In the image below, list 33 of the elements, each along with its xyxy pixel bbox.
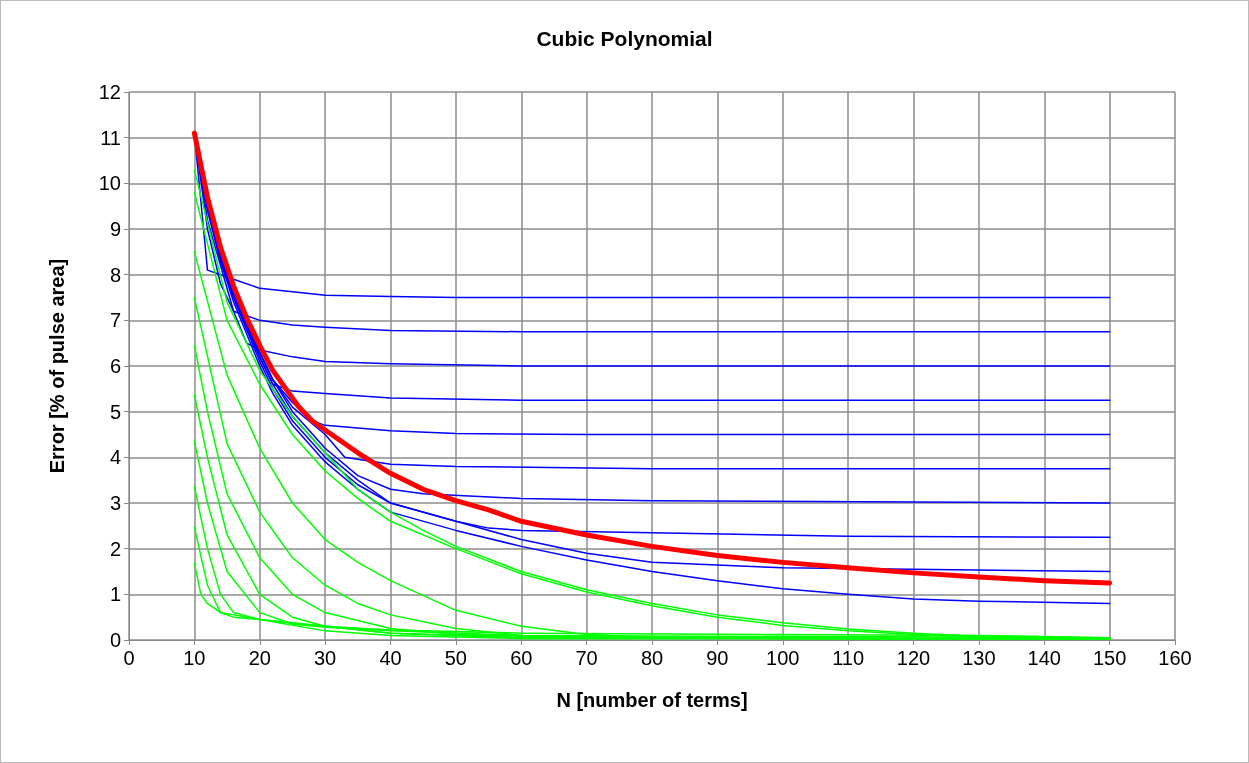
y-tick-label: 3 [109,492,121,514]
x-tick-label: 20 [248,647,271,669]
y-tick-label: 2 [109,537,121,560]
y-tick-label: 8 [109,263,121,286]
x-tick-label: 90 [706,647,729,669]
x-tick-label: 0 [123,647,135,669]
x-tick-label: 130 [962,647,996,669]
x-tick-label: 110 [832,647,865,669]
x-tick-label: 40 [379,647,402,669]
y-tick-label: 12 [98,81,121,103]
x-tick-label: 60 [510,647,533,669]
y-tick-label: 10 [98,172,121,195]
x-tick-label: 80 [640,647,664,669]
x-tick-label: 50 [444,647,467,669]
x-tick-label: 70 [575,647,598,669]
x-tick-label: 150 [1092,647,1127,669]
y-tick-label: 4 [109,446,121,469]
y-tick-label: 0 [109,629,121,651]
x-tick-label: 120 [896,647,931,669]
y-tick-label: 5 [109,400,121,423]
y-tick-label: 11 [100,126,121,149]
x-tick-label: 140 [1027,647,1061,669]
x-tick-label: 100 [766,647,800,669]
x-axis-title: N [number of terms] [556,689,748,711]
x-tick-label: 10 [183,647,206,669]
x-tick-label: 160 [1158,647,1192,669]
y-tick-label: 9 [109,218,121,240]
x-tick-label: 30 [314,647,337,669]
y-axis-title: Error [% of pulse area] [46,258,68,474]
y-tick-label: 1 [109,583,121,606]
y-tick-label: 6 [109,355,121,377]
y-tick-label: 7 [109,309,121,332]
chart-title: Cubic Polynomial [536,27,713,50]
